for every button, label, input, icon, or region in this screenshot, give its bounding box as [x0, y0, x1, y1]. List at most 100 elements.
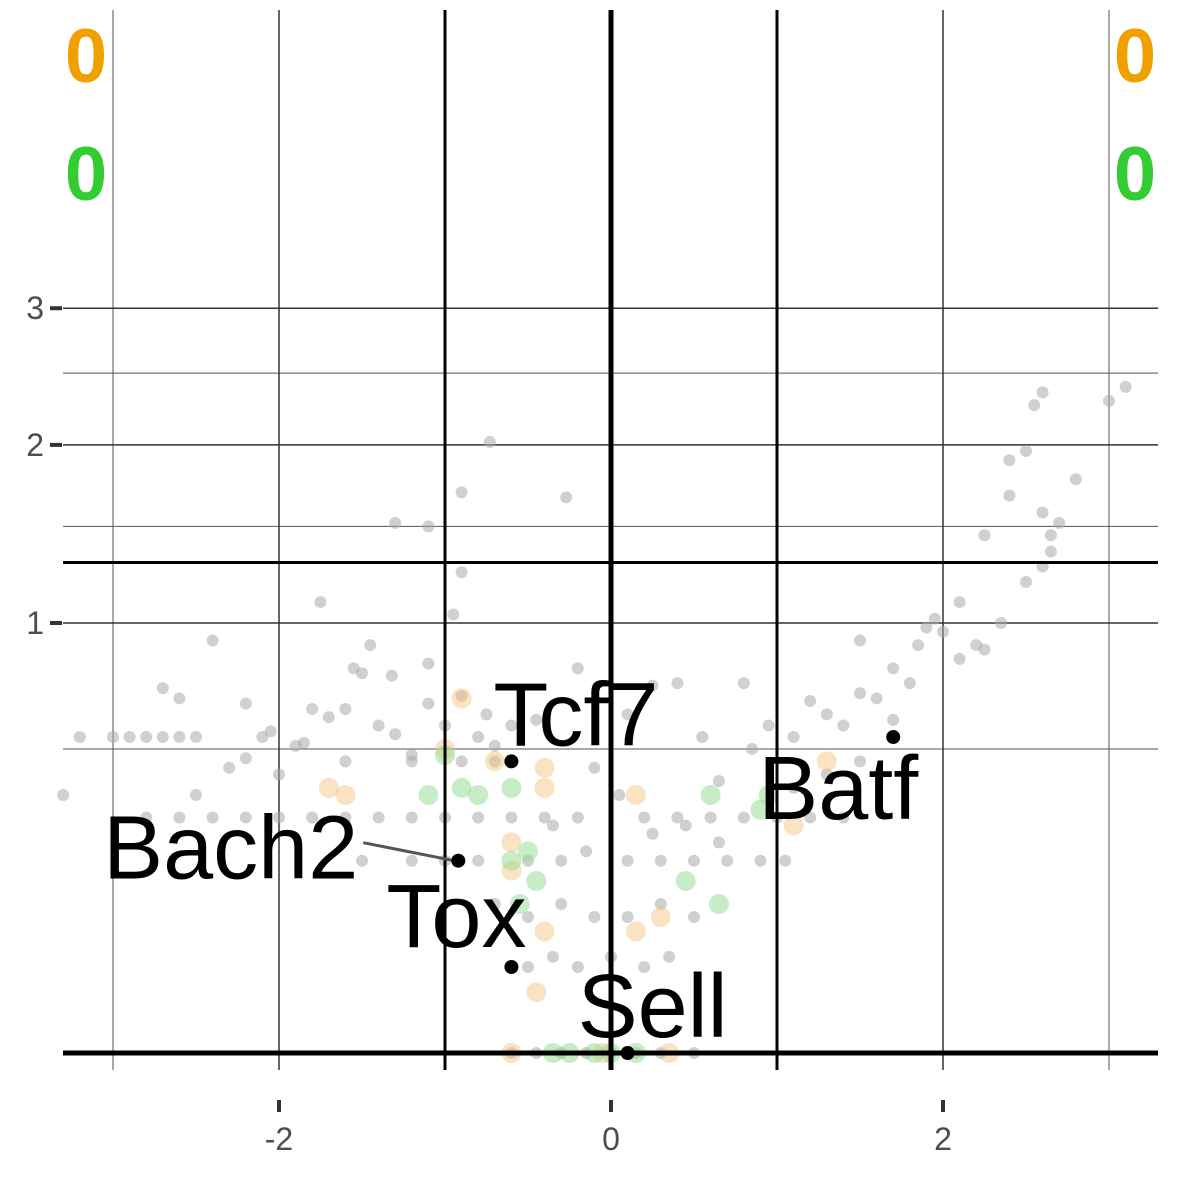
gene-point — [613, 789, 626, 801]
gene-point — [455, 566, 468, 579]
gene-point — [306, 811, 319, 824]
gene-point — [364, 639, 377, 652]
gene-point — [737, 811, 750, 824]
green-gene-point — [501, 777, 522, 798]
gene-point — [455, 755, 468, 768]
gene-point — [488, 739, 501, 752]
gene-point — [696, 731, 709, 744]
gene-point — [239, 752, 252, 765]
orange-gene-point — [650, 907, 671, 928]
gene-point — [679, 819, 692, 832]
orange-gene-point — [484, 751, 505, 772]
green-gene-point — [708, 894, 729, 915]
gene-point — [538, 811, 551, 824]
orange-gene-point — [783, 815, 804, 836]
gene-point — [787, 781, 800, 794]
gene-point — [480, 708, 493, 721]
gene-point — [555, 898, 568, 911]
gene-point — [372, 719, 385, 732]
highlighted-gene-point — [886, 730, 901, 745]
gene-point — [555, 854, 568, 867]
gene-point — [405, 755, 418, 768]
gene-point — [505, 719, 518, 732]
count-label-top-left-lower: 0 — [65, 132, 107, 217]
gene-point — [385, 669, 398, 682]
gene-point — [505, 811, 518, 824]
gene-point — [190, 731, 202, 744]
gene-point — [804, 695, 817, 708]
gene-point — [173, 692, 186, 705]
count-label-top-left: 0 — [65, 14, 107, 99]
highlighted-gene-point — [451, 853, 466, 868]
gene-point — [306, 703, 319, 715]
gene-point — [621, 911, 634, 924]
gene-point — [870, 692, 883, 705]
gene-point — [688, 854, 700, 867]
gene-point — [73, 731, 86, 744]
gene-point — [654, 854, 667, 867]
green-gene-point — [675, 871, 696, 891]
gene-point — [928, 612, 941, 625]
gene-point — [339, 811, 352, 824]
gene-point — [854, 687, 866, 700]
gene-point — [837, 811, 850, 824]
green-gene-point — [750, 799, 771, 820]
gene-point — [1036, 386, 1049, 399]
gene-point — [1103, 394, 1115, 407]
gene-point — [746, 742, 759, 755]
y-tick-label: 3 — [26, 290, 44, 326]
gene-point — [1069, 473, 1082, 486]
orange-gene-point — [335, 785, 356, 805]
gene-point — [820, 768, 833, 781]
gene-point — [488, 898, 501, 911]
gene-point — [560, 491, 573, 504]
gene-point — [671, 677, 684, 690]
green-gene-point — [700, 785, 721, 805]
gene-point — [347, 662, 360, 675]
gene-point — [273, 811, 285, 824]
gene-point — [1044, 529, 1057, 542]
gene-point — [322, 711, 335, 724]
gene-label-tox: Tox — [386, 867, 526, 967]
gene-point — [206, 811, 219, 824]
gene-point — [580, 845, 593, 858]
gene-label-connector — [362, 841, 455, 863]
gene-point — [671, 811, 684, 824]
gene-point — [339, 755, 352, 768]
gene-point — [912, 639, 925, 652]
gene-point — [571, 961, 584, 973]
orange-gene-point — [526, 982, 547, 1003]
orange-gene-point — [501, 832, 522, 853]
gene-point — [239, 697, 252, 710]
count-label-top-right-lower: 0 — [1114, 132, 1156, 217]
highlighted-gene-point — [504, 960, 519, 974]
gene-point — [1020, 575, 1032, 588]
gene-point — [978, 643, 991, 656]
x-tick-label: -2 — [265, 1121, 293, 1157]
gene-point — [522, 911, 534, 924]
gene-point — [1044, 545, 1057, 558]
gene-point — [455, 689, 468, 702]
gene-point — [546, 819, 559, 832]
gene-point — [588, 761, 601, 774]
x-tick-label: 0 — [602, 1121, 620, 1157]
background-points — [57, 380, 1132, 1059]
gene-point — [405, 811, 418, 824]
gene-point — [920, 621, 933, 634]
gene-label-tcf7: Tcf7 — [493, 665, 658, 765]
gene-point — [447, 608, 460, 621]
gene-point — [820, 708, 833, 721]
gene-point — [522, 961, 534, 973]
gene-point — [646, 827, 659, 840]
gene-point — [190, 789, 202, 801]
corner-counts: 0 0 0 0 — [65, 14, 1156, 217]
gene-point — [314, 596, 327, 609]
gene-point — [1036, 506, 1049, 519]
orange-gene-point — [318, 777, 339, 798]
orange-gene-point — [451, 688, 472, 709]
gene-point — [953, 596, 966, 609]
gene-point — [57, 789, 70, 801]
gene-point — [389, 728, 402, 741]
orange-gene-point — [534, 777, 555, 798]
